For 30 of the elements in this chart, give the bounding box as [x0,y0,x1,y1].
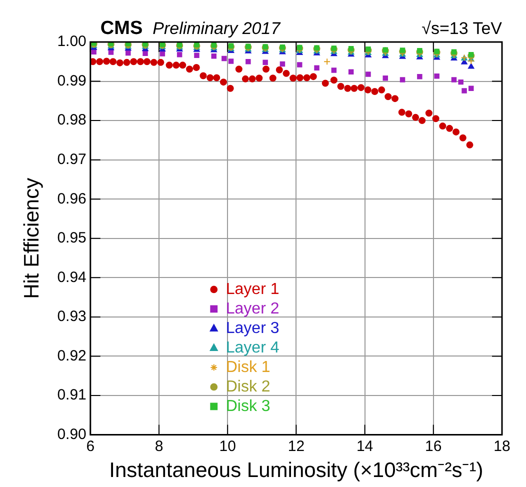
chart-title: CMS [100,18,143,39]
legend-label: Disk 3 [226,398,270,415]
legend-label: Disk 2 [226,378,270,396]
x-tick-label: 8 [154,438,164,455]
y-tick-label: 0.94 [57,268,86,286]
y-tick-label: 0.96 [57,190,86,208]
y-tick-label: 0.91 [57,386,86,404]
y-tick-label: 0.90 [57,426,86,443]
x-tick-label: 16 [425,438,442,455]
y-tick-label: 0.99 [57,72,86,90]
y-tick-label: 0.98 [57,112,86,129]
text: √s=13 TeV [422,19,503,38]
y-axis-title: Hit Efficiency [20,177,44,299]
legend-label: Layer 4 [226,339,280,356]
x-tick-label: 10 [219,438,236,455]
y-tick-label: 0.92 [57,347,86,364]
legend-label: Layer 1 [226,280,280,298]
y-tick-label: 0.93 [57,308,86,326]
y-tick-label: 0.97 [57,150,86,168]
y-tick-label: 1.00 [57,33,86,50]
x-tick-label: 14 [356,438,374,455]
x-tick-label: 18 [494,438,510,455]
x-axis-title: Instantaneous Luminosity (×10³³cm⁻²s⁻¹) [109,459,484,482]
legend-label: Disk 1 [226,358,270,376]
legend-label: Layer 3 [226,320,280,337]
x-tick-label: 6 [86,438,95,455]
legend-label: Layer 2 [226,300,280,318]
x-tick-label: 12 [288,438,305,455]
y-tick-label: 0.95 [57,230,86,247]
chart-subtitle: Preliminary 2017 [152,19,281,38]
